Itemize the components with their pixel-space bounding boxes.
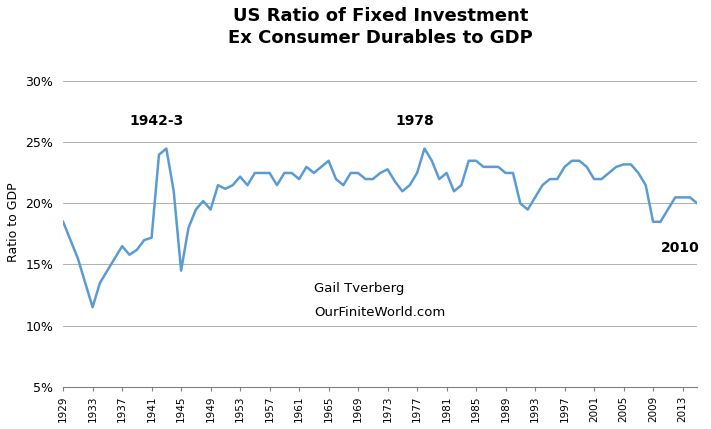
Text: Gail Tverberg: Gail Tverberg [314, 282, 405, 295]
Title: US Ratio of Fixed Investment
Ex Consumer Durables to GDP: US Ratio of Fixed Investment Ex Consumer… [228, 7, 533, 47]
Text: 2010: 2010 [661, 241, 699, 255]
Text: 1942-3: 1942-3 [129, 114, 183, 128]
Text: 1978: 1978 [395, 114, 434, 128]
Y-axis label: Ratio to GDP: Ratio to GDP [7, 182, 20, 262]
Text: OurFiniteWorld.com: OurFiniteWorld.com [314, 306, 445, 320]
